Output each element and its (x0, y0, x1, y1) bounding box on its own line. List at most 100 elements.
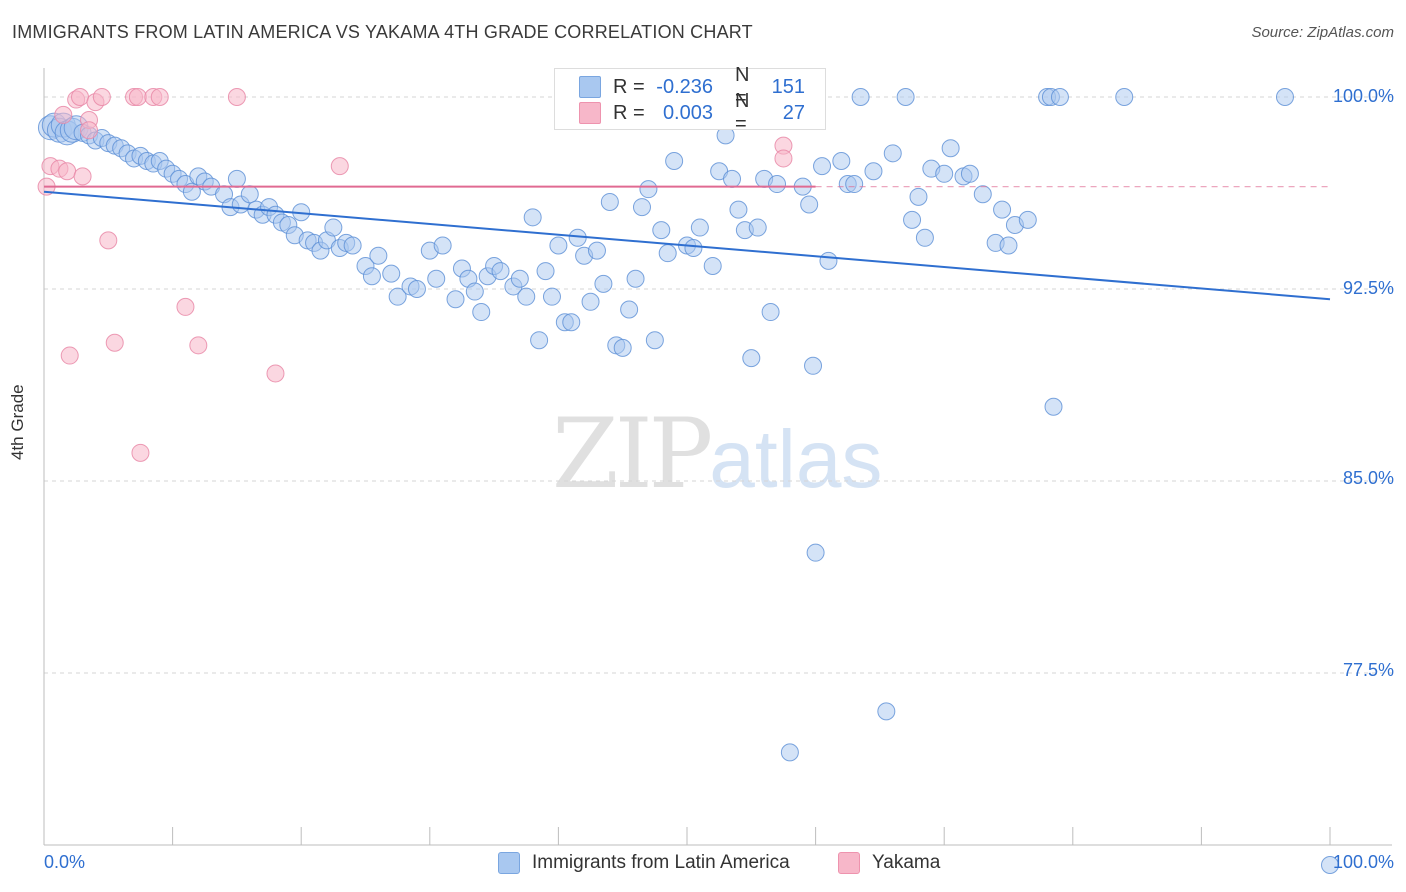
data-point-immigrants (703, 256, 722, 275)
data-point-yakama (73, 167, 92, 186)
data-point-immigrants (388, 287, 407, 306)
data-point-yakama (54, 105, 73, 124)
data-point-yakama (99, 231, 118, 250)
data-point-yakama (80, 121, 99, 140)
y-tick-label: 77.5% (1342, 660, 1394, 680)
data-point-immigrants (530, 331, 549, 350)
data-point-yakama (105, 333, 124, 352)
data-point-immigrants (542, 287, 561, 306)
series-legend-yakama[interactable]: Yakama (838, 852, 940, 874)
data-point-immigrants (723, 169, 742, 188)
data-point-immigrants (768, 175, 787, 194)
data-point-immigrants (941, 139, 960, 158)
data-point-yakama (774, 149, 793, 168)
data-point-immigrants (877, 702, 896, 721)
data-point-immigrants (407, 280, 426, 298)
data-point-immigrants (690, 218, 709, 237)
y-tick-label: 85.0% (1342, 468, 1394, 488)
data-point-immigrants (549, 236, 568, 255)
data-point-immigrants (804, 356, 823, 375)
data-point-immigrants (909, 187, 928, 206)
data-point-immigrants (227, 169, 246, 188)
data-point-immigrants (915, 228, 934, 247)
data-point-immigrants (382, 264, 401, 283)
data-point-immigrants (472, 303, 491, 322)
data-point-immigrants (864, 162, 883, 181)
data-point-immigrants (761, 303, 780, 322)
data-point-yakama (71, 88, 90, 106)
data-point-immigrants (581, 292, 600, 311)
data-point-immigrants (729, 200, 748, 219)
data-point-immigrants (562, 313, 581, 332)
data-point-immigrants (626, 269, 645, 288)
data-point-immigrants (620, 300, 639, 319)
data-point-yakama (176, 297, 195, 316)
data-point-immigrants (883, 144, 902, 163)
watermark-zip: ZIP (552, 398, 713, 510)
data-point-immigrants (587, 241, 606, 260)
data-point-immigrants (1044, 397, 1063, 416)
data-point-immigrants (903, 210, 922, 229)
data-point-immigrants (1050, 88, 1069, 106)
data-point-yakama (227, 88, 246, 106)
data-point-yakama (330, 157, 349, 176)
series-legend-swatch-blue (498, 852, 520, 874)
data-point-immigrants (1321, 856, 1339, 874)
data-point-immigrants (845, 175, 864, 194)
data-point-immigrants (510, 269, 529, 288)
data-point-yakama (266, 364, 285, 383)
legend-row-immigrants: R = -0.236 N = 151 (579, 64, 805, 109)
legend-r-value: -0.236 (656, 75, 713, 98)
legend-n-value: 27 (782, 101, 805, 124)
y-tick-label: 100.0% (1332, 86, 1394, 106)
data-point-immigrants (851, 88, 870, 106)
y-axis-label: 4th Grade (8, 384, 27, 460)
data-point-immigrants (1275, 88, 1294, 106)
data-point-immigrants (523, 208, 542, 227)
series-legend-immigrants[interactable]: Immigrants from Latin America (498, 852, 790, 874)
data-point-immigrants (632, 198, 651, 217)
data-point-immigrants (813, 157, 832, 176)
legend-n-value: 151 (771, 75, 805, 98)
data-point-immigrants (427, 269, 446, 288)
data-point-immigrants (999, 236, 1018, 255)
data-point-immigrants (665, 152, 684, 170)
data-point-yakama (92, 88, 111, 106)
series-legend-label: Yakama (872, 852, 941, 873)
data-point-immigrants (742, 349, 761, 368)
data-point-immigrants (960, 164, 979, 183)
legend-n-label: N = (735, 64, 750, 109)
source-label: Source: ZipAtlas.com (1251, 24, 1394, 41)
data-point-immigrants (369, 246, 388, 265)
series-legend-label: Immigrants from Latin America (532, 852, 790, 873)
grid-lines (44, 96, 1392, 674)
data-point-immigrants (684, 239, 703, 258)
legend-r-label: R = (613, 75, 645, 98)
trend-lines (43, 185, 1331, 301)
data-point-immigrants (800, 195, 819, 214)
legend-swatch-blue (579, 76, 601, 98)
data-point-immigrants (536, 262, 555, 281)
data-point-yakama (131, 443, 150, 462)
data-point-immigrants (819, 251, 838, 270)
legend-swatch-pink (579, 102, 601, 124)
data-point-immigrants (993, 200, 1012, 219)
data-point-immigrants (1115, 88, 1134, 106)
legend-row-yakama: R = 0.003 N = 27 (579, 90, 805, 135)
series-legend-swatch-pink (838, 852, 860, 874)
chart-title: IMMIGRANTS FROM LATIN AMERICA VS YAKAMA … (12, 22, 753, 42)
data-point-immigrants (832, 152, 851, 170)
data-point-immigrants (973, 185, 992, 204)
data-point-yakama (189, 336, 208, 355)
data-point-immigrants (652, 221, 671, 240)
data-point-immigrants (240, 185, 259, 204)
data-point-yakama (60, 346, 79, 365)
data-point-immigrants (780, 743, 799, 762)
legend-r-label: R = (613, 101, 645, 124)
data-point-immigrants (324, 218, 343, 237)
data-point-yakama (150, 88, 169, 106)
x-tick-label-right: 100.0% (1332, 852, 1394, 872)
watermark: ZIPatlas (552, 398, 882, 510)
data-point-immigrants (465, 282, 484, 301)
